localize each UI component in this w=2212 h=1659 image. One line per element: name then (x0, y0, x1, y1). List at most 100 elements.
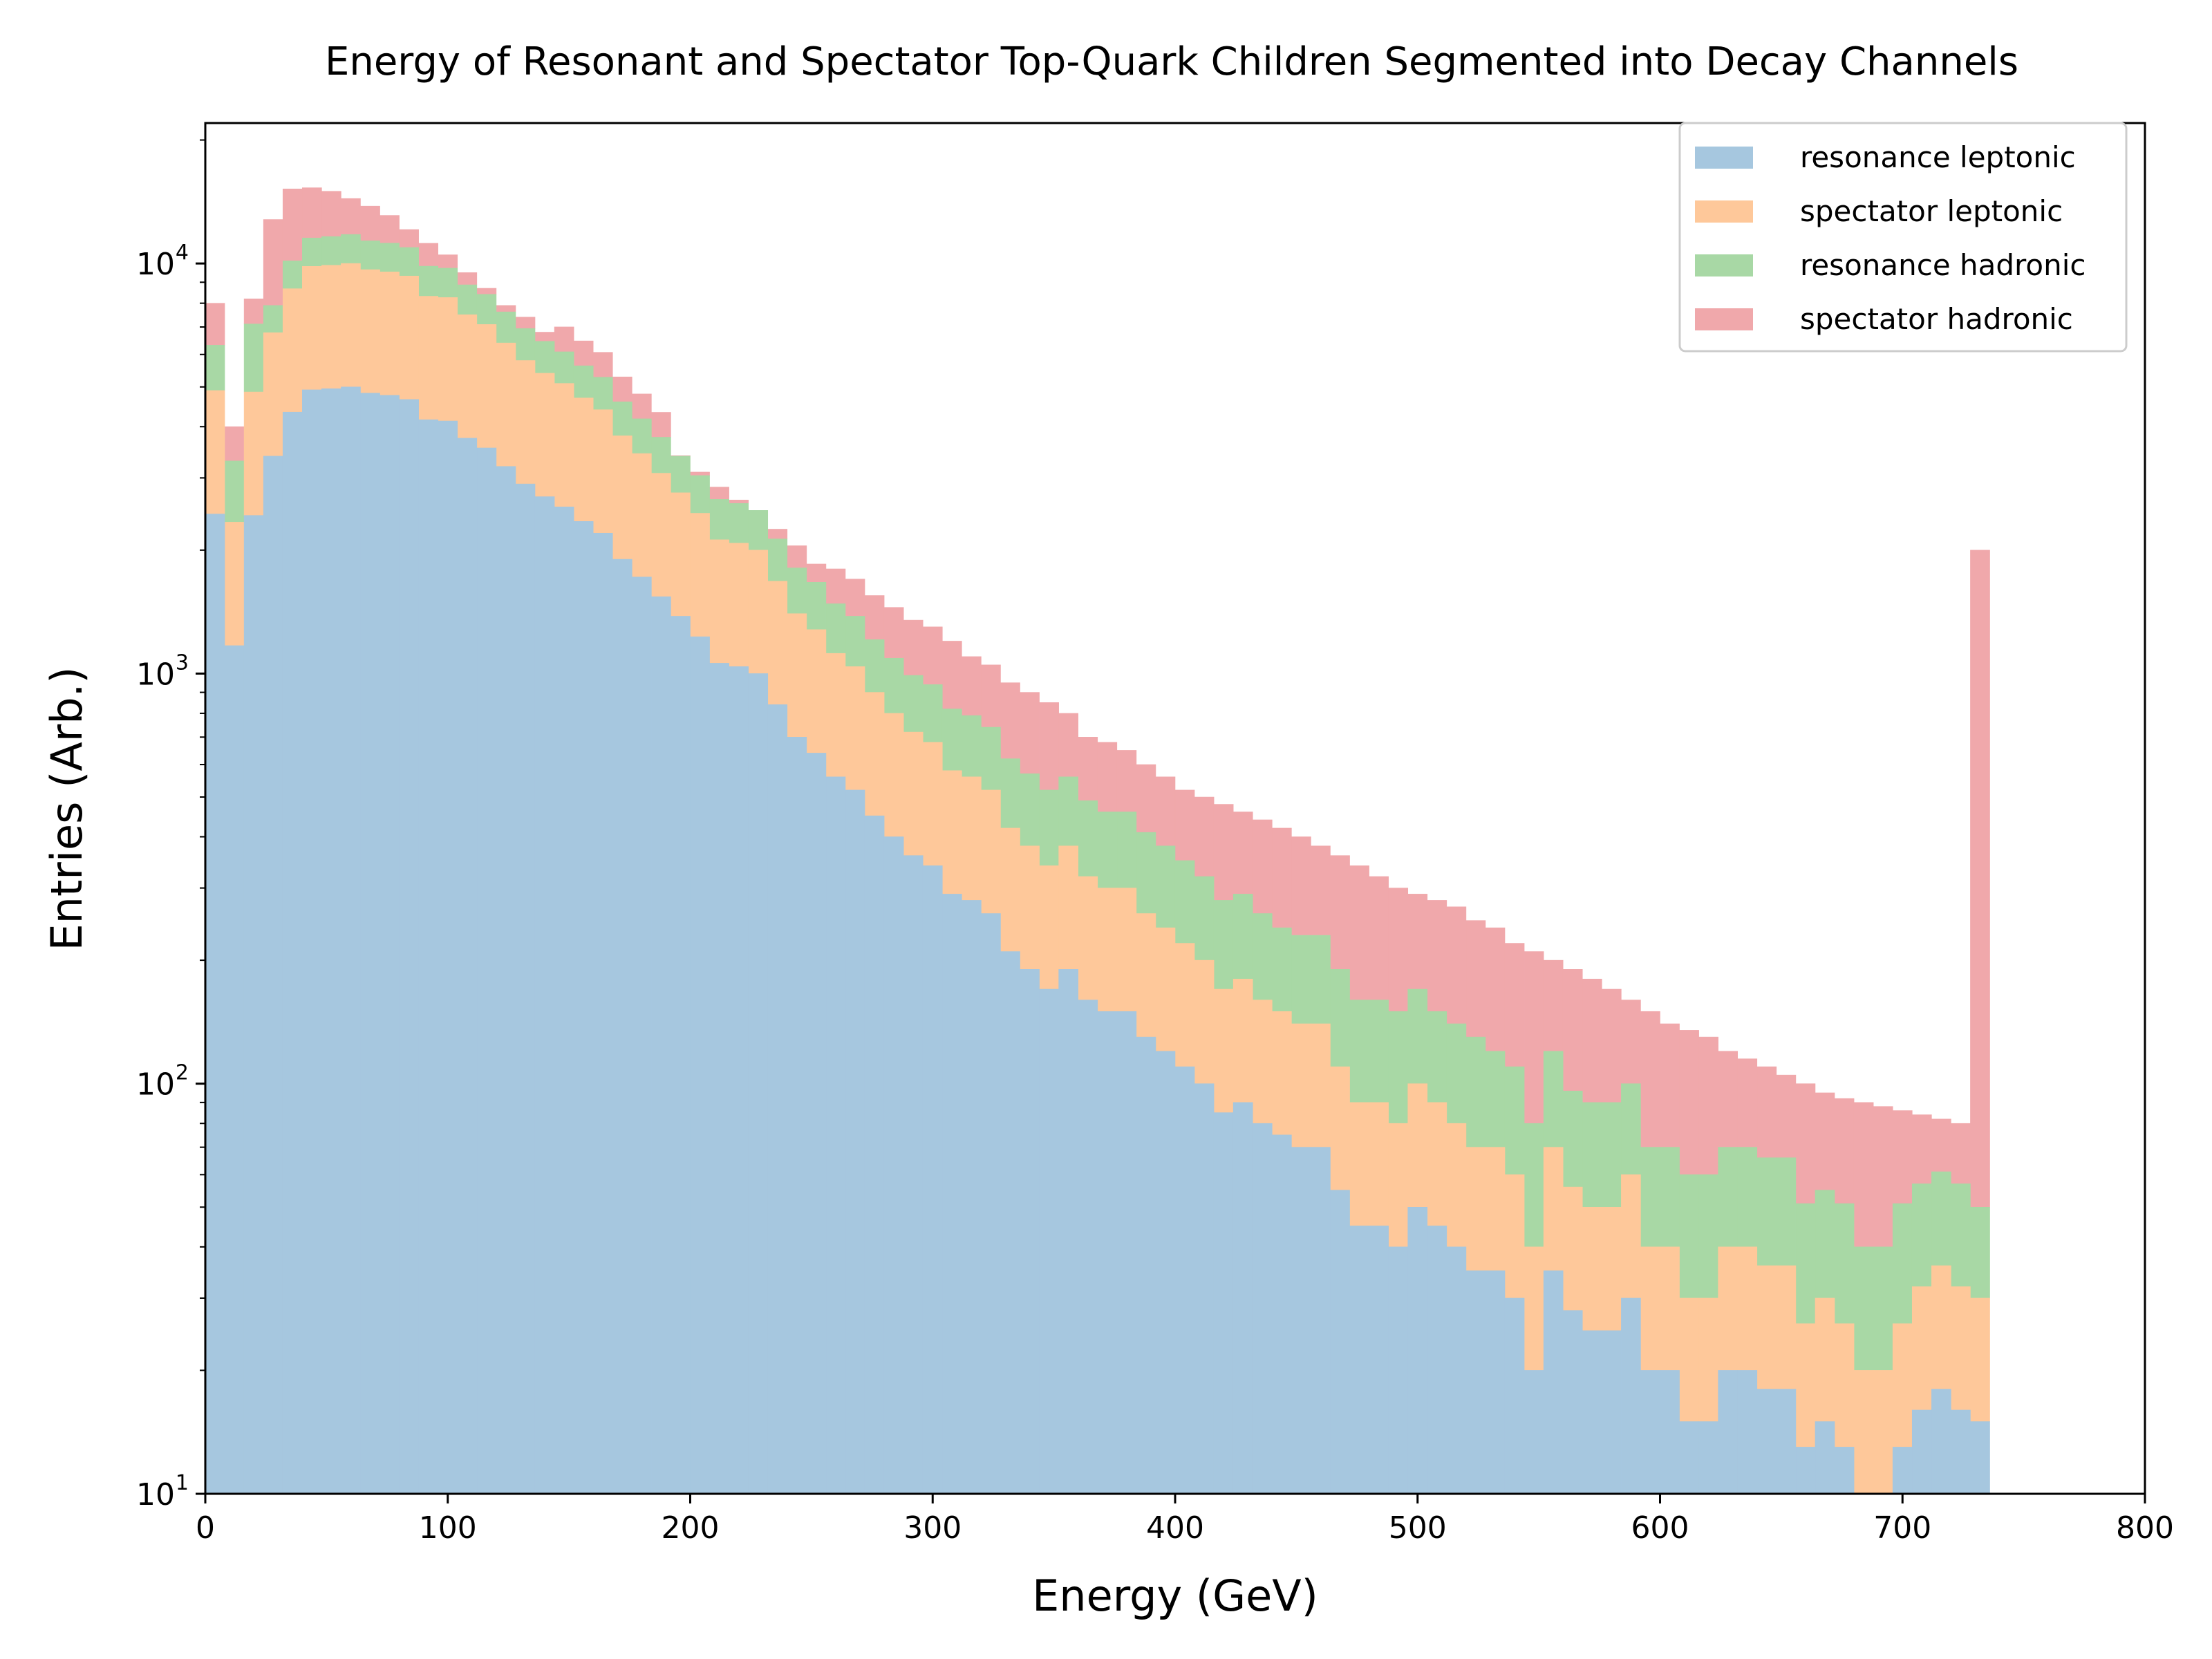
bar-resonance-hadronic-bin-43 (1039, 789, 1059, 866)
bar-spectator-hadronic-bin-16 (515, 317, 536, 329)
bar-spectator-leptonic-bin-53 (1232, 978, 1253, 1103)
bar-spectator-leptonic-bin-16 (515, 360, 536, 485)
series-resonance-hadronic (205, 234, 1990, 1371)
bar-resonance-hadronic-bin-0 (205, 345, 225, 391)
bar-resonance-hadronic-bin-23 (651, 437, 671, 474)
bar-spectator-leptonic-bin-68 (1524, 1246, 1544, 1371)
bar-spectator-leptonic-bin-8 (360, 269, 380, 393)
histogram-bars (205, 187, 1990, 1494)
bar-spectator-leptonic-bin-20 (592, 409, 613, 534)
bar-resonance-leptonic-bin-64 (1446, 1246, 1467, 1494)
bar-spectator-hadronic-bin-72 (1602, 988, 1622, 1103)
bar-resonance-hadronic-bin-11 (418, 265, 439, 297)
bar-spectator-hadronic-bin-76 (1679, 1030, 1699, 1175)
x-tick-label: 100 (419, 1510, 477, 1546)
bar-spectator-hadronic-bin-20 (592, 352, 613, 378)
y-tick-exponent: 4 (176, 241, 189, 265)
bar-resonance-leptonic-bin-16 (515, 483, 536, 1494)
bar-resonance-hadronic-bin-61 (1388, 1011, 1409, 1124)
bar-resonance-hadronic-bin-79 (1737, 1147, 1758, 1248)
bar-resonance-hadronic-bin-2 (243, 324, 264, 393)
bar-spectator-leptonic-bin-65 (1465, 1147, 1486, 1271)
bar-spectator-hadronic-bin-57 (1311, 845, 1331, 936)
bar-spectator-hadronic-bin-59 (1349, 865, 1369, 1000)
bar-spectator-leptonic-bin-31 (806, 629, 827, 753)
bar-spectator-leptonic-bin-71 (1582, 1207, 1602, 1331)
series-resonance-leptonic (205, 386, 1990, 1494)
bar-spectator-leptonic-bin-51 (1194, 959, 1215, 1085)
bar-resonance-hadronic-bin-33 (845, 616, 865, 667)
bar-resonance-hadronic-bin-49 (1155, 845, 1176, 928)
bar-spectator-hadronic-bin-39 (962, 656, 982, 716)
bar-resonance-leptonic-bin-74 (1640, 1370, 1660, 1494)
bar-spectator-leptonic-bin-74 (1640, 1246, 1660, 1371)
legend-label: spectator leptonic (1800, 194, 2063, 228)
bar-resonance-hadronic-bin-19 (573, 365, 594, 398)
bar-spectator-hadronic-bin-65 (1465, 920, 1486, 1038)
y-tick-exponent: 2 (176, 1061, 189, 1085)
bar-resonance-hadronic-bin-45 (1078, 800, 1098, 877)
bar-resonance-hadronic-bin-87 (1892, 1203, 1913, 1324)
bar-resonance-hadronic-bin-22 (632, 418, 652, 454)
legend-swatch (1695, 200, 1753, 223)
bar-spectator-leptonic-bin-6 (321, 265, 341, 389)
bar-spectator-hadronic-bin-31 (806, 563, 827, 583)
bar-spectator-leptonic-bin-48 (1136, 913, 1156, 1038)
bar-resonance-hadronic-bin-31 (806, 582, 827, 630)
bar-resonance-leptonic-bin-24 (671, 616, 691, 1494)
y-tick-label: 10 (136, 247, 175, 282)
bar-resonance-leptonic-bin-66 (1485, 1270, 1506, 1494)
legend: resonance leptonic spectator leptonic reso… (1678, 122, 2128, 353)
bar-resonance-leptonic-bin-12 (438, 420, 458, 1494)
bar-spectator-leptonic-bin-22 (632, 453, 652, 578)
bar-resonance-leptonic-bin-44 (1058, 969, 1079, 1494)
bar-spectator-hadronic-bin-23 (651, 412, 671, 438)
bar-resonance-hadronic-bin-72 (1602, 1102, 1622, 1208)
bar-resonance-leptonic-bin-87 (1892, 1447, 1913, 1494)
bar-spectator-hadronic-bin-6 (321, 191, 341, 237)
bar-resonance-leptonic-bin-68 (1524, 1370, 1544, 1494)
x-tick-label: 800 (2116, 1510, 2174, 1546)
bar-spectator-hadronic-bin-46 (1097, 742, 1118, 812)
bar-spectator-hadronic-bin-74 (1640, 1011, 1660, 1147)
bar-spectator-leptonic-bin-38 (941, 770, 962, 894)
bar-spectator-leptonic-bin-42 (1020, 845, 1040, 970)
bar-spectator-leptonic-bin-43 (1039, 865, 1059, 990)
bar-resonance-hadronic-bin-13 (457, 284, 478, 315)
bar-spectator-hadronic-bin-29 (767, 529, 788, 539)
bar-spectator-leptonic-bin-84 (1834, 1323, 1855, 1447)
bar-spectator-leptonic-bin-36 (903, 731, 924, 856)
bar-spectator-leptonic-bin-83 (1815, 1297, 1835, 1422)
bar-spectator-hadronic-bin-67 (1504, 943, 1525, 1067)
bar-spectator-hadronic-bin-55 (1272, 827, 1292, 928)
bar-resonance-leptonic-bin-8 (360, 393, 380, 1494)
x-tick-label: 700 (1873, 1510, 1931, 1546)
bar-spectator-hadronic-bin-18 (554, 326, 574, 353)
bar-resonance-hadronic-bin-42 (1020, 773, 1040, 847)
bar-spectator-hadronic-bin-68 (1524, 951, 1544, 1124)
x-tick-label: 600 (1631, 1510, 1689, 1546)
bar-resonance-leptonic-bin-3 (263, 456, 283, 1494)
bar-spectator-hadronic-bin-64 (1446, 906, 1467, 1024)
bar-spectator-hadronic-bin-11 (418, 243, 439, 267)
bar-resonance-leptonic-bin-33 (845, 789, 865, 1494)
bar-spectator-hadronic-bin-51 (1194, 796, 1215, 877)
bar-spectator-hadronic-bin-63 (1427, 900, 1447, 1012)
bar-spectator-leptonic-bin-91 (1970, 1297, 1990, 1422)
bar-resonance-hadronic-bin-57 (1311, 935, 1331, 1024)
bar-spectator-leptonic-bin-4 (282, 288, 303, 413)
bar-spectator-hadronic-bin-32 (825, 568, 846, 604)
bar-spectator-leptonic-bin-70 (1562, 1186, 1583, 1311)
bar-resonance-hadronic-bin-48 (1136, 832, 1156, 914)
bar-resonance-leptonic-bin-29 (767, 704, 788, 1494)
bar-spectator-leptonic-bin-56 (1291, 1023, 1311, 1147)
bar-resonance-leptonic-bin-1 (224, 645, 245, 1494)
bar-spectator-hadronic-bin-26 (709, 487, 729, 500)
bar-resonance-hadronic-bin-30 (787, 568, 807, 615)
bar-spectator-leptonic-bin-40 (981, 789, 1001, 914)
bar-spectator-leptonic-bin-24 (671, 492, 691, 617)
bar-spectator-leptonic-bin-9 (379, 271, 400, 396)
bar-spectator-leptonic-bin-90 (1951, 1286, 1971, 1411)
